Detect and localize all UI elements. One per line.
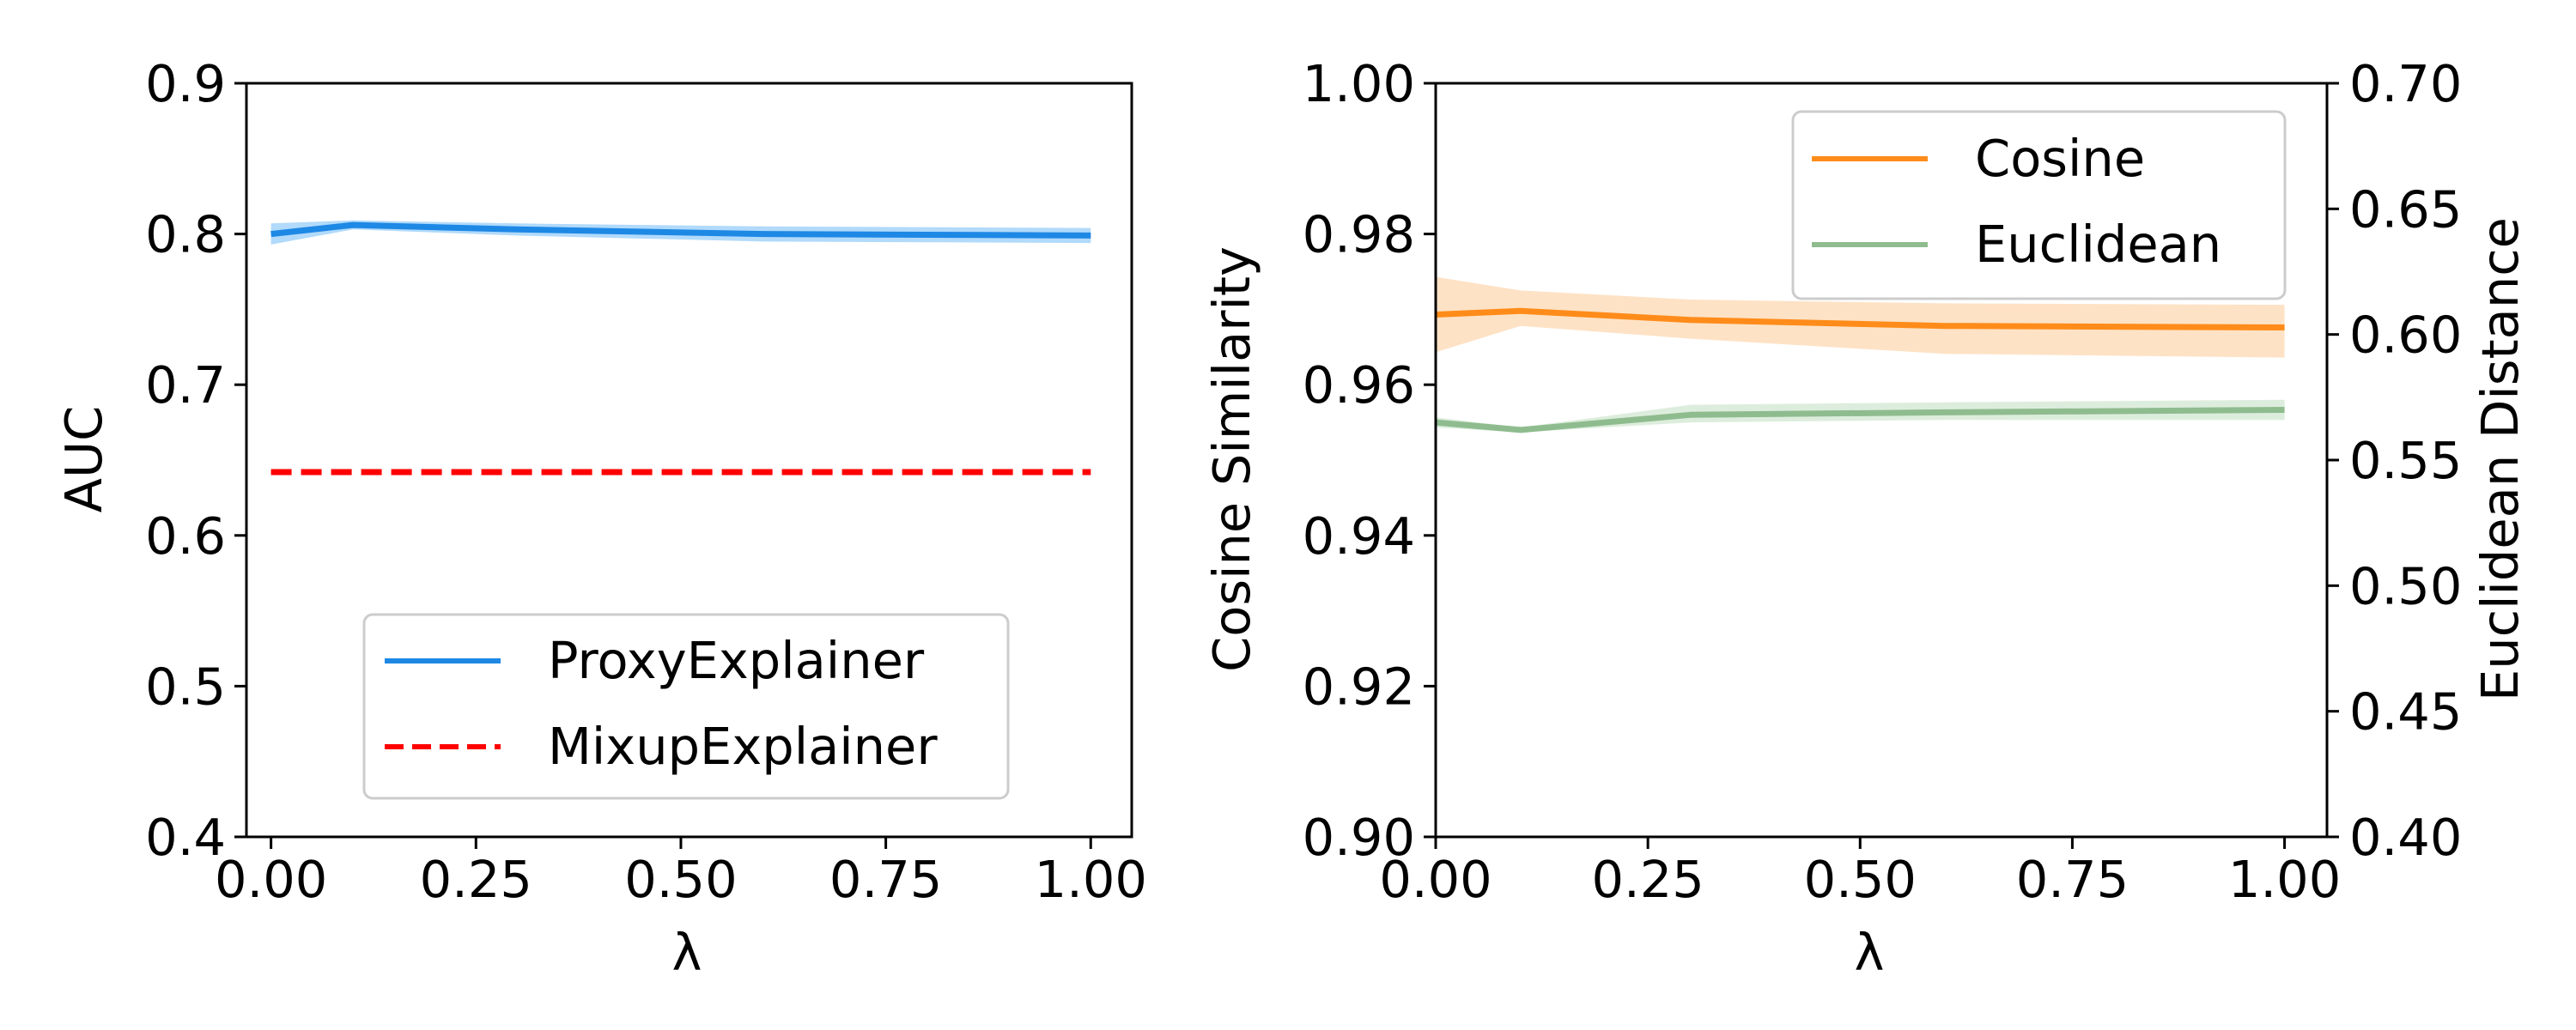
similarity-y-tick-label: 0.92: [1303, 657, 1415, 716]
similarity-y-tick-label: 0.94: [1303, 506, 1415, 566]
similarity-y-right-tick-label: 0.45: [2349, 682, 2462, 742]
similarity-x-tick-label: 0.75: [2016, 850, 2129, 909]
similarity-x-tick-label: 0.00: [1379, 850, 1492, 909]
auc-y-ticks: 0.4 0.5 0.6 0.7 0.8 0.9: [145, 54, 246, 867]
similarity-x-tick-label: 1.00: [2228, 850, 2341, 909]
similarity-y-right-tick-label: 0.60: [2349, 306, 2462, 365]
similarity-y-right-tick-label: 0.55: [2349, 431, 2462, 490]
auc-y-tick-label: 0.7: [145, 355, 226, 415]
proxyexplainer-line: [270, 221, 1091, 239]
similarity-y-ticks: 0.90 0.92 0.94 0.96 0.98 1.00: [1303, 54, 1436, 867]
legend-label-cosine: Cosine: [1975, 129, 2145, 188]
auc-x-ticks: 0.00 0.25 0.50 0.75 1.00: [215, 837, 1147, 909]
auc-y-tick-label: 0.5: [145, 657, 226, 716]
auc-x-tick-label: 0.75: [829, 850, 942, 909]
similarity-x-tick-label: 0.25: [1591, 850, 1704, 909]
cosine-line: [1435, 307, 2285, 330]
similarity-y-right-ticks: 0.40 0.45 0.50 0.55 0.60 0.65 0.70: [2327, 54, 2462, 867]
similarity-y-right-tick-label: 0.40: [2349, 808, 2462, 867]
similarity-chart: 0.00 0.25 0.50 0.75 1.00 0.900.920.940.960.9…: [1202, 54, 2530, 982]
auc-x-tick-label: 1.00: [1035, 850, 1147, 909]
similarity-series-lines: [1435, 307, 2285, 433]
legend-label-mixupexplainer: MixupExplainer: [548, 717, 938, 776]
similarity-y-tick-label: 0.98: [1303, 205, 1415, 264]
euclidean-line: [1435, 407, 2285, 433]
auc-chart: 0.00 0.25 0.50 0.75 1.00 0.40.50.60.70.80.9 …: [54, 54, 1147, 982]
similarity-y-tick-label: 0.90: [1303, 808, 1415, 867]
auc-y-tick-label: 0.6: [145, 506, 226, 566]
similarity-legend: Cosine Euclidean: [1791, 110, 2287, 300]
similarity-y-tick-label: 1.00: [1303, 54, 1415, 113]
similarity-y-right-tick-label: 0.65: [2349, 179, 2462, 239]
auc-x-tick-label: 0.25: [420, 850, 532, 909]
auc-y-tick-label: 0.8: [145, 205, 226, 264]
auc-legend: ProxyExplainer MixupExplainer: [362, 613, 1010, 800]
similarity-x-ticks: 0.00 0.25 0.50 0.75 1.00: [1379, 837, 2341, 909]
auc-y-axis-label: AUC: [54, 406, 113, 513]
legend-label-euclidean: Euclidean: [1975, 215, 2221, 274]
similarity-y-right-tick-label: 0.70: [2349, 54, 2462, 113]
auc-plot-frame: [245, 82, 1133, 839]
auc-series-lines: [270, 221, 1091, 476]
legend-label-proxyexplainer: ProxyExplainer: [548, 631, 925, 690]
auc-x-tick-label: 0.00: [215, 850, 327, 909]
auc-y-tick-label: 0.9: [145, 54, 226, 113]
similarity-y-tick-label: 0.96: [1303, 355, 1415, 415]
similarity-y-right-axis-label: Euclidean Distance: [2470, 217, 2530, 701]
auc-legend-box: [362, 613, 1010, 800]
auc-x-axis-label: λ: [672, 923, 702, 982]
similarity-y-right-tick-label: 0.50: [2349, 556, 2462, 615]
similarity-y-axis-label: Cosine Similarity: [1202, 246, 1261, 672]
auc-y-tick-label: 0.4: [145, 808, 226, 867]
auc-x-tick-label: 0.50: [624, 850, 737, 909]
cosine-band: [1436, 276, 2285, 358]
similarity-x-axis-label: λ: [1855, 923, 1885, 982]
similarity-x-tick-label: 0.50: [1804, 850, 1917, 909]
